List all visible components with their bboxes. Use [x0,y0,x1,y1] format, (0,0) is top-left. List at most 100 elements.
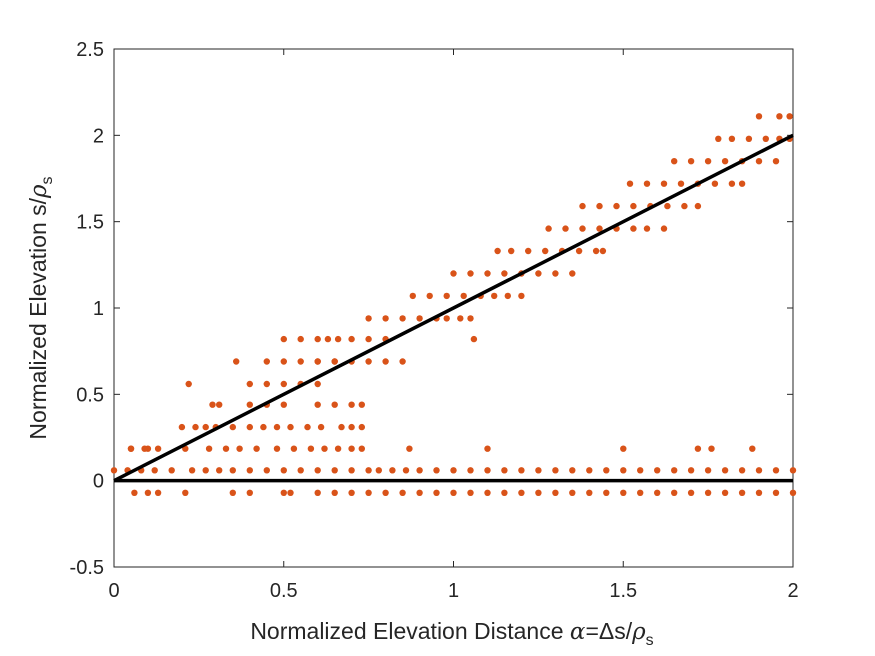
data-point-low-elevation-rows [253,445,260,452]
data-point-diagonal-rows [470,335,478,343]
data-point-low-elevation-rows [569,489,576,496]
y-tick-label: 2.5 [76,39,104,61]
data-point-diagonal-rows [399,358,406,365]
data-point-diagonal-rows [660,225,668,232]
data-point-diagonal-rows [786,113,793,120]
data-point-diagonal-rows [443,315,450,322]
data-point-diagonal-rows [626,180,634,187]
data-point-low-elevation-rows [552,489,559,496]
data-point-diagonal-rows [704,158,712,165]
data-point-low-elevation-rows [406,445,413,452]
data-point-low-elevation-rows [433,467,440,474]
x-axis-label-rho: ρ [631,619,646,645]
data-point-low-elevation-rows [297,467,304,474]
data-point-low-elevation-rows [389,467,396,474]
data-point-low-elevation-rows [365,489,372,496]
data-point-diagonal-rows [745,135,753,142]
data-point-diagonal-rows [552,270,559,277]
data-point-diagonal-rows [426,292,433,300]
y-axis-label-rho: ρ [26,184,52,199]
data-point-diagonal-rows [460,292,467,300]
data-point-low-elevation-rows [671,489,678,496]
data-point-low-elevation-rows [518,489,525,496]
data-point-diagonal-rows [358,401,365,408]
y-tick-label: -0.5 [70,557,104,579]
data-point-low-elevation-rows [484,467,491,474]
data-point-diagonal-rows [535,270,542,277]
data-point-low-elevation-rows [569,467,576,474]
data-point-low-elevation-rows [416,467,423,474]
data-point-diagonal-rows [681,202,688,210]
data-point-diagonal-rows [457,315,464,322]
data-point-diagonal-rows [365,358,372,365]
y-tick-label: 2 [93,125,104,147]
data-point-low-elevation-rows [620,445,627,452]
y-tick-label: 0 [93,471,104,493]
data-point-diagonal-rows [365,335,372,343]
data-point-low-elevation-rows [637,489,644,496]
data-point-low-elevation-rows [365,467,372,474]
data-point-diagonal-rows [209,401,216,408]
axis-ticks: 0 0.5 1 1.5 2-0.500.511.522.5 [70,39,799,602]
data-point-diagonal-rows [263,358,270,365]
data-point-low-elevation-rows [222,445,230,452]
data-point-low-elevation-rows [348,445,355,452]
data-point-diagonal-rows [443,292,450,300]
data-point-low-elevation-rows [603,489,610,496]
data-point-low-elevation-rows [290,445,298,452]
x-axis-label-alpha: α [570,619,586,645]
data-point-diagonal-rows [409,292,416,300]
data-point-diagonal-rows [738,180,746,187]
data-point-low-elevation-rows [334,445,342,452]
data-point-diagonal-rows [216,401,223,408]
data-point-diagonal-rows [331,358,338,365]
data-point-low-elevation-rows [144,489,152,496]
data-point-low-elevation-rows [708,445,715,452]
data-point-diagonal-rows [334,335,342,343]
data-point-diagonal-rows [484,270,491,277]
data-point-low-elevation-rows [151,467,158,474]
data-point-low-elevation-rows [694,445,702,452]
data-point-diagonal-rows [246,380,253,388]
data-point-low-elevation-rows [338,423,345,431]
data-point-low-elevation-rows [484,445,491,452]
data-point-diagonal-rows [596,202,603,210]
data-point-diagonal-rows [542,247,549,255]
data-point-low-elevation-rows [205,445,213,452]
data-point-low-elevation-rows [331,467,338,474]
data-point-low-elevation-rows [467,467,474,474]
data-point-diagonal-rows [280,358,287,365]
data-point-low-elevation-rows [749,445,756,452]
data-point-low-elevation-rows [721,489,729,496]
data-point-diagonal-rows [185,380,192,388]
y-tick-label: 1 [93,298,104,320]
data-point-diagonal-rows [762,135,769,142]
data-point-diagonal-rows [776,113,783,120]
data-point-low-elevation-rows [603,467,610,474]
data-point-low-elevation-rows [671,467,678,474]
data-point-low-elevation-rows [535,489,542,496]
y-axis-label-prefix: Normalized Elevation s/ [25,197,51,439]
data-point-diagonal-rows [202,423,209,431]
data-point-diagonal-rows [630,225,637,232]
data-point-low-elevation-rows [246,467,253,474]
data-point-diagonal-rows [545,225,552,232]
data-point-low-elevation-rows [535,467,542,474]
data-point-low-elevation-rows [348,489,355,496]
data-point-diagonal-rows [491,292,498,300]
data-point-low-elevation-rows [110,467,118,474]
data-point-low-elevation-rows [620,467,627,474]
data-point-diagonal-rows [280,380,287,388]
data-point-diagonal-rows [643,225,651,232]
data-point-diagonal-rows [562,225,569,232]
data-point-low-elevation-rows [202,467,209,474]
data-point-low-elevation-rows [154,489,162,496]
data-point-diagonal-rows [467,315,474,322]
data-point-diagonal-rows [501,270,508,277]
data-point-low-elevation-rows [229,489,236,496]
data-point-low-elevation-rows [273,423,281,431]
y-tick-label: 1.5 [76,212,104,234]
data-point-low-elevation-rows [131,489,138,496]
data-point-low-elevation-rows [358,445,365,452]
data-point-low-elevation-rows [738,489,746,496]
